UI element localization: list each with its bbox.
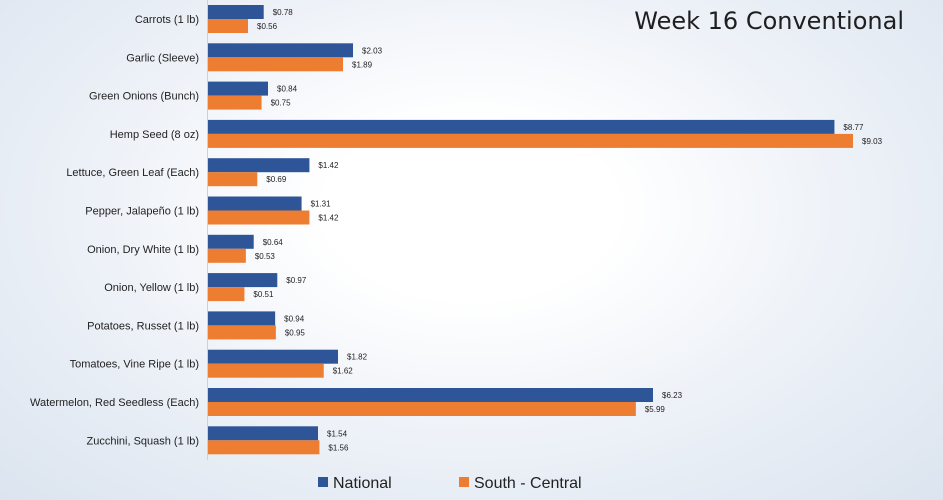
category-label-potatoes-russet-1-lb: Potatoes, Russet (1 lb) (87, 320, 199, 332)
bar-south-central-carrots-1-lb (208, 19, 248, 33)
bar-south-central-lettuce-green-leaf-each (208, 172, 258, 187)
value-label-national-potatoes-russet-1-lb: $0.94 (284, 314, 305, 323)
category-label-tomatoes-vine-ripe-1-lb: Tomatoes, Vine Ripe (1 lb) (70, 359, 199, 371)
bar-national-garlic-sleeve (208, 43, 353, 58)
legend-label-national: National (333, 475, 392, 492)
value-label-national-onion-dry-white-1-lb: $0.64 (263, 238, 284, 247)
value-label-south-central-hemp-seed-8-oz: $9.03 (862, 137, 883, 146)
bar-south-central-watermelon-red-seedless-each (208, 402, 636, 416)
bar-national-watermelon-red-seedless-each (208, 388, 653, 402)
bar-national-pepper-jalape-o-1-lb (208, 196, 302, 211)
value-label-national-onion-yellow-1-lb: $0.97 (286, 276, 307, 285)
bar-south-central-garlic-sleeve (208, 57, 343, 72)
value-label-national-lettuce-green-leaf-each: $1.42 (318, 161, 339, 170)
legend-label-south-central: South - Central (474, 475, 582, 492)
bar-south-central-hemp-seed-8-oz (208, 133, 853, 148)
bars-group: Carrots (1 lb) $0.78 $0.56 Garlic (Sleeve) $… (30, 5, 883, 455)
bar-national-potatoes-russet-1-lb (208, 311, 276, 326)
value-label-south-central-zucchini-squash-1-lb: $1.56 (328, 443, 349, 452)
value-label-national-garlic-sleeve: $2.03 (362, 46, 383, 55)
category-label-zucchini-squash-1-lb: Zucchini, Squash (1 lb) (87, 435, 200, 447)
bar-national-onion-dry-white-1-lb (208, 234, 254, 249)
value-label-south-central-lettuce-green-leaf-each: $0.69 (266, 175, 287, 184)
value-label-south-central-potatoes-russet-1-lb: $0.95 (285, 328, 306, 337)
bar-south-central-potatoes-russet-1-lb (208, 325, 276, 340)
value-label-south-central-pepper-jalape-o-1-lb: $1.42 (318, 214, 339, 223)
value-label-national-green-onions-bunch: $0.84 (277, 85, 298, 94)
category-label-onion-yellow-1-lb: Onion, Yellow (1 lb) (104, 282, 199, 294)
value-label-south-central-watermelon-red-seedless-each: $5.99 (645, 405, 666, 414)
bar-south-central-zucchini-squash-1-lb (208, 440, 320, 455)
bar-national-onion-yellow-1-lb (208, 273, 278, 288)
category-label-pepper-jalape-o-1-lb: Pepper, Jalapeño (1 lb) (85, 206, 199, 218)
bar-national-zucchini-squash-1-lb (208, 426, 318, 441)
bar-south-central-green-onions-bunch (208, 95, 262, 110)
legend-swatch-national (318, 477, 328, 487)
bar-national-hemp-seed-8-oz (208, 119, 835, 134)
bar-national-green-onions-bunch (208, 81, 268, 96)
category-label-watermelon-red-seedless-each: Watermelon, Red Seedless (Each) (30, 397, 199, 409)
bar-national-carrots-1-lb (208, 5, 264, 19)
value-label-south-central-onion-yellow-1-lb: $0.51 (253, 290, 274, 299)
value-label-national-carrots-1-lb: $0.78 (273, 8, 294, 17)
bar-national-lettuce-green-leaf-each (208, 158, 310, 173)
bar-south-central-pepper-jalape-o-1-lb (208, 210, 310, 225)
legend-swatch-south-central (459, 477, 469, 487)
category-label-green-onions-bunch: Green Onions (Bunch) (89, 91, 199, 103)
value-label-south-central-tomatoes-vine-ripe-1-lb: $1.62 (333, 367, 354, 376)
value-label-national-watermelon-red-seedless-each: $6.23 (662, 391, 683, 400)
value-label-national-zucchini-squash-1-lb: $1.54 (327, 429, 348, 438)
category-label-lettuce-green-leaf-each: Lettuce, Green Leaf (Each) (66, 167, 199, 179)
category-label-garlic-sleeve: Garlic (Sleeve) (126, 52, 199, 64)
legend: National South - Central (318, 475, 582, 492)
bar-south-central-onion-dry-white-1-lb (208, 248, 246, 263)
value-label-national-pepper-jalape-o-1-lb: $1.31 (311, 200, 332, 209)
bar-south-central-onion-yellow-1-lb (208, 287, 245, 302)
value-label-south-central-garlic-sleeve: $1.89 (352, 60, 373, 69)
category-label-carrots-1-lb: Carrots (1 lb) (135, 14, 199, 26)
value-label-south-central-onion-dry-white-1-lb: $0.53 (255, 252, 276, 261)
category-label-onion-dry-white-1-lb: Onion, Dry White (1 lb) (87, 244, 199, 256)
value-label-national-tomatoes-vine-ripe-1-lb: $1.82 (347, 353, 368, 362)
bar-national-tomatoes-vine-ripe-1-lb (208, 349, 338, 364)
category-label-hemp-seed-8-oz: Hemp Seed (8 oz) (110, 129, 199, 141)
value-label-national-hemp-seed-8-oz: $8.77 (843, 123, 864, 132)
value-label-south-central-green-onions-bunch: $0.75 (271, 99, 292, 108)
bar-south-central-tomatoes-vine-ripe-1-lb (208, 363, 324, 378)
value-label-south-central-carrots-1-lb: $0.56 (257, 22, 278, 31)
chart-title: Week 16 Conventional (634, 7, 904, 35)
